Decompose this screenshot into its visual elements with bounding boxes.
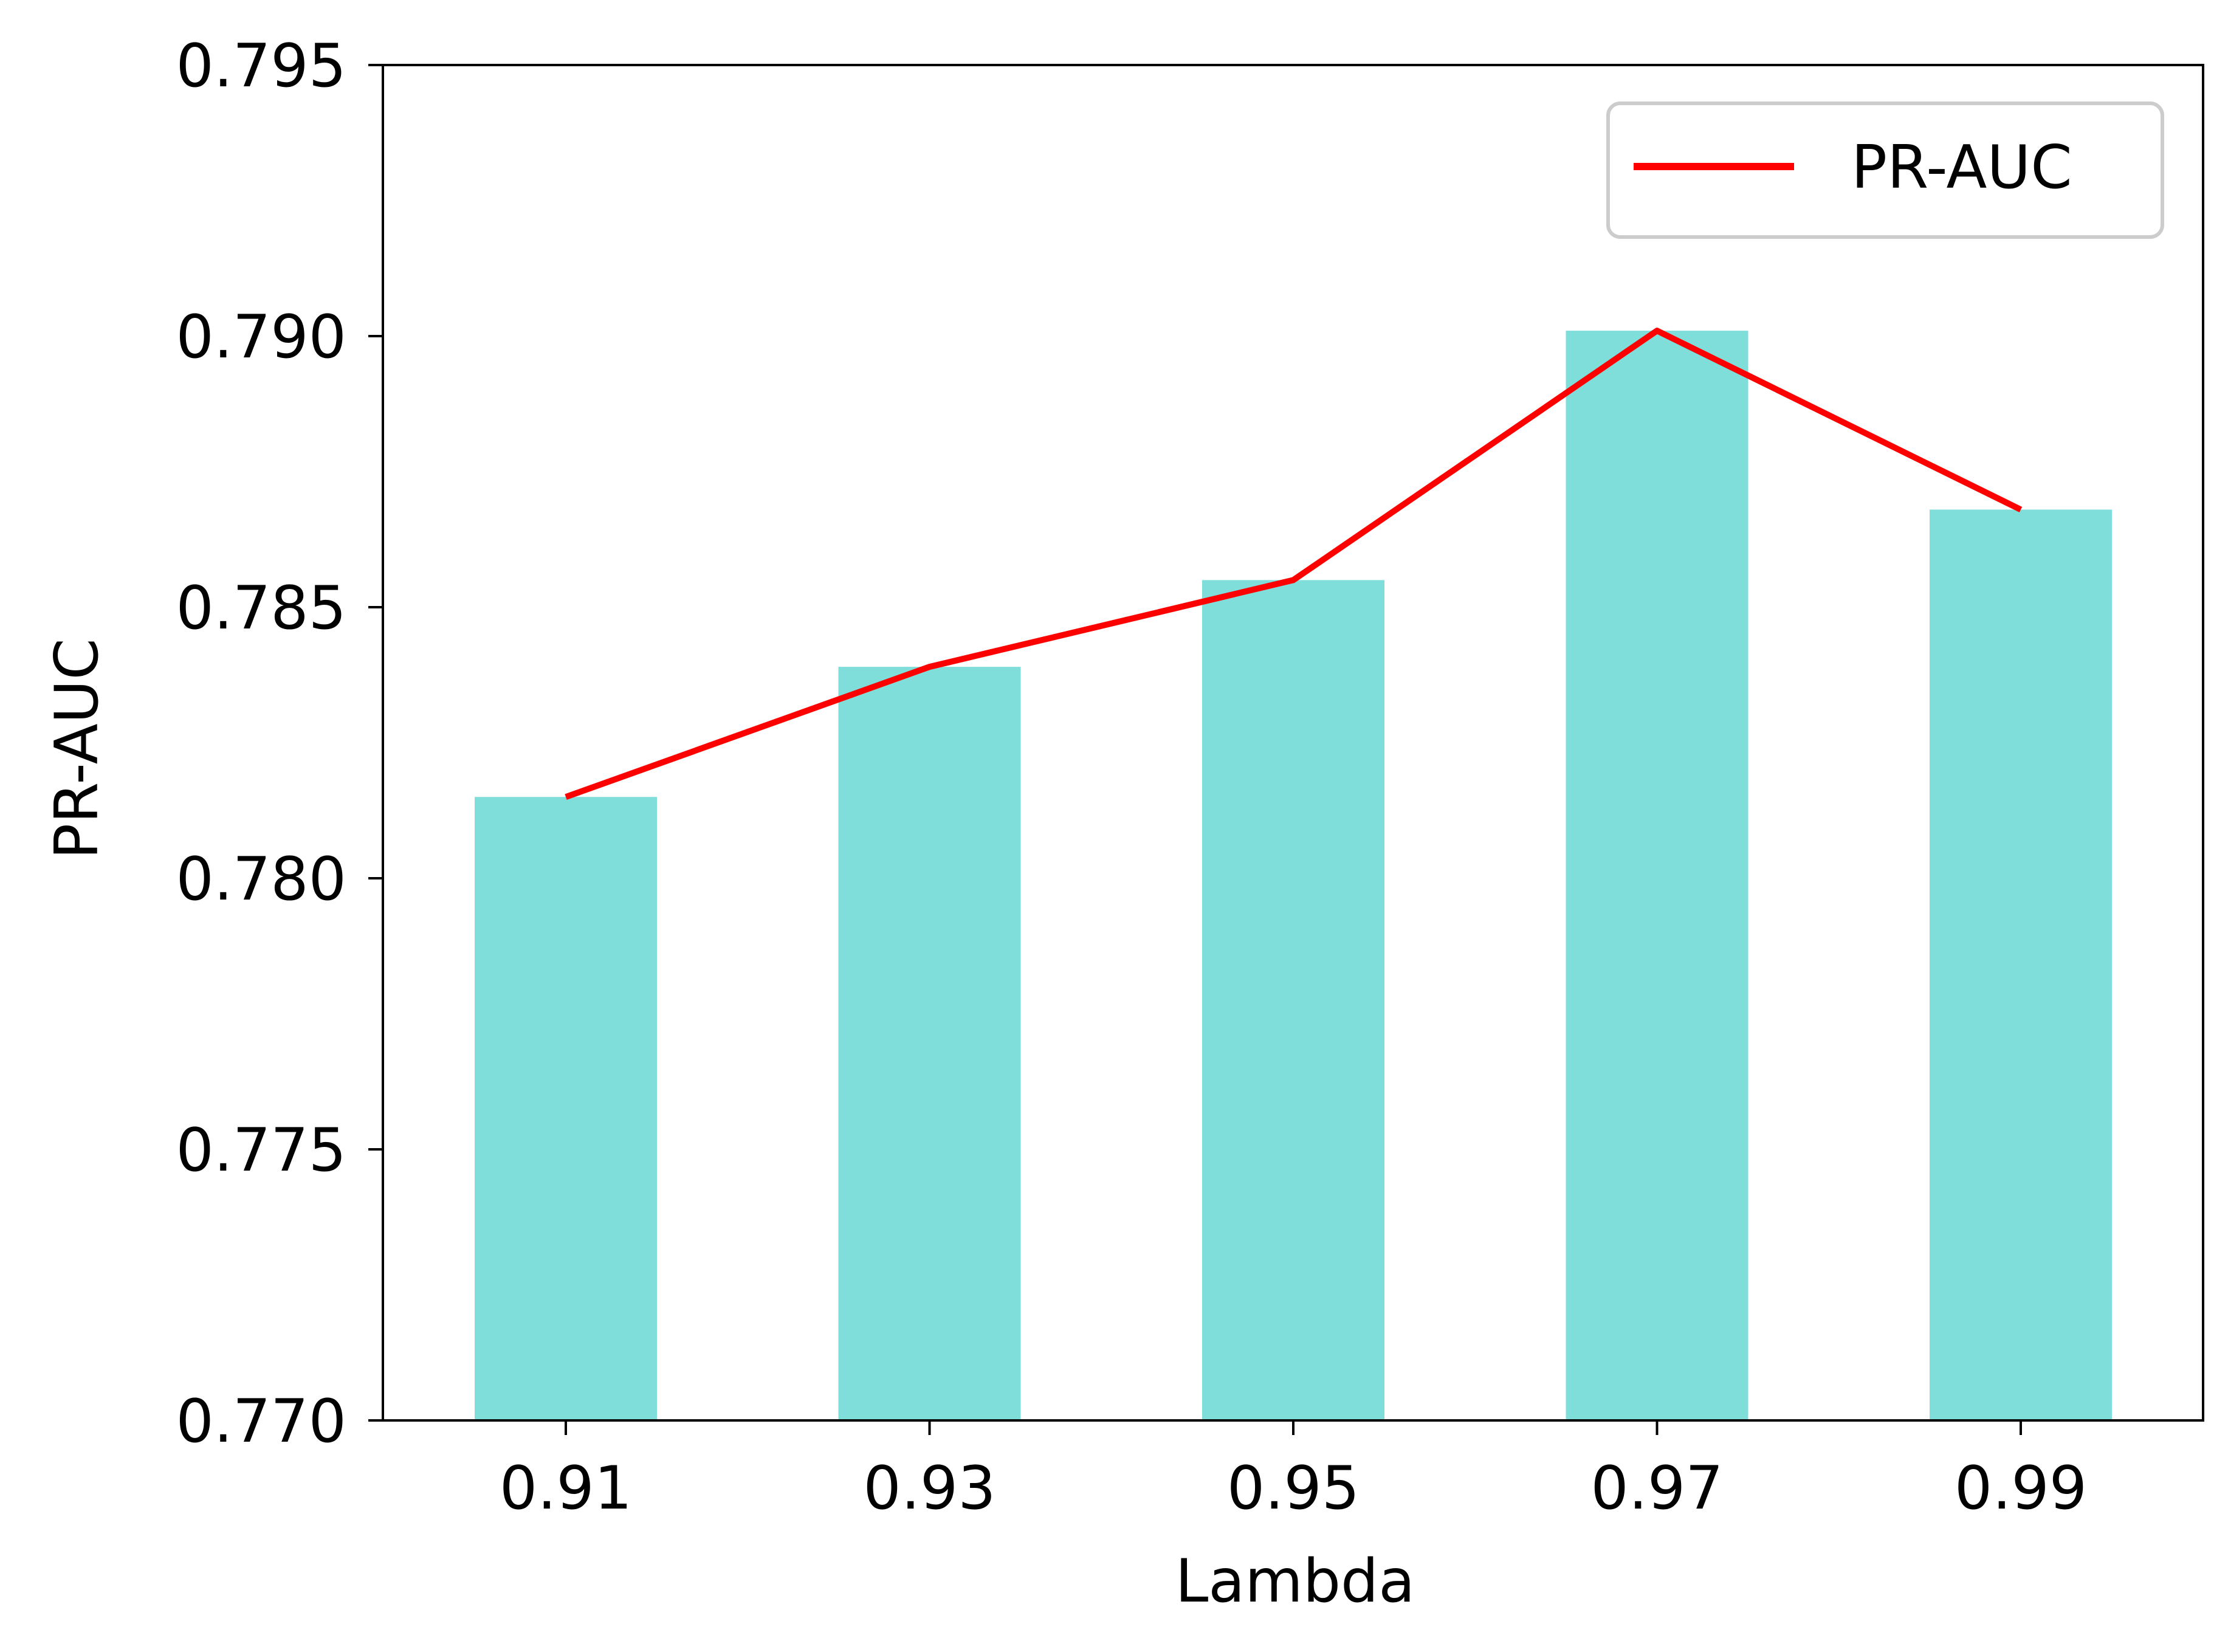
x-tick-label: 0.93: [863, 1454, 995, 1523]
y-tick-label: 0.775: [176, 1116, 346, 1185]
bar-0.93: [838, 667, 1021, 1420]
bar-0.99: [1930, 509, 2112, 1421]
y-tick-label: 0.795: [176, 32, 346, 101]
legend-box: [1606, 102, 2164, 239]
x-tick-label: 0.99: [1955, 1454, 2087, 1523]
bars-layer: [475, 331, 2112, 1421]
x-tick-label: 0.97: [1590, 1454, 1723, 1523]
y-tick-label: 0.770: [176, 1387, 346, 1456]
y-tick-label: 0.790: [176, 303, 346, 372]
line-series-pr-auc: [565, 328, 2023, 800]
legend: PR-AUC: [1606, 102, 2164, 239]
x-tick-label: 0.95: [1227, 1454, 1360, 1523]
x-tick-label: 0.91: [500, 1454, 632, 1523]
bar-0.95: [1202, 580, 1384, 1420]
y-tick-label: 0.785: [176, 574, 346, 643]
x-axis-label: Lambda: [1175, 1547, 1415, 1616]
y-axis-label: PR-AUC: [43, 638, 112, 859]
line-layer: [565, 328, 2023, 800]
ticks-layer: 0.770 0.775 0.780 0.785 0.790 0.795 0.91 0.93 0.…: [176, 32, 2087, 1523]
y-tick-label: 0.780: [176, 845, 346, 914]
legend-label: PR-AUC: [1851, 133, 2072, 202]
bar-0.91: [475, 797, 657, 1420]
bar-0.97: [1566, 331, 1748, 1420]
